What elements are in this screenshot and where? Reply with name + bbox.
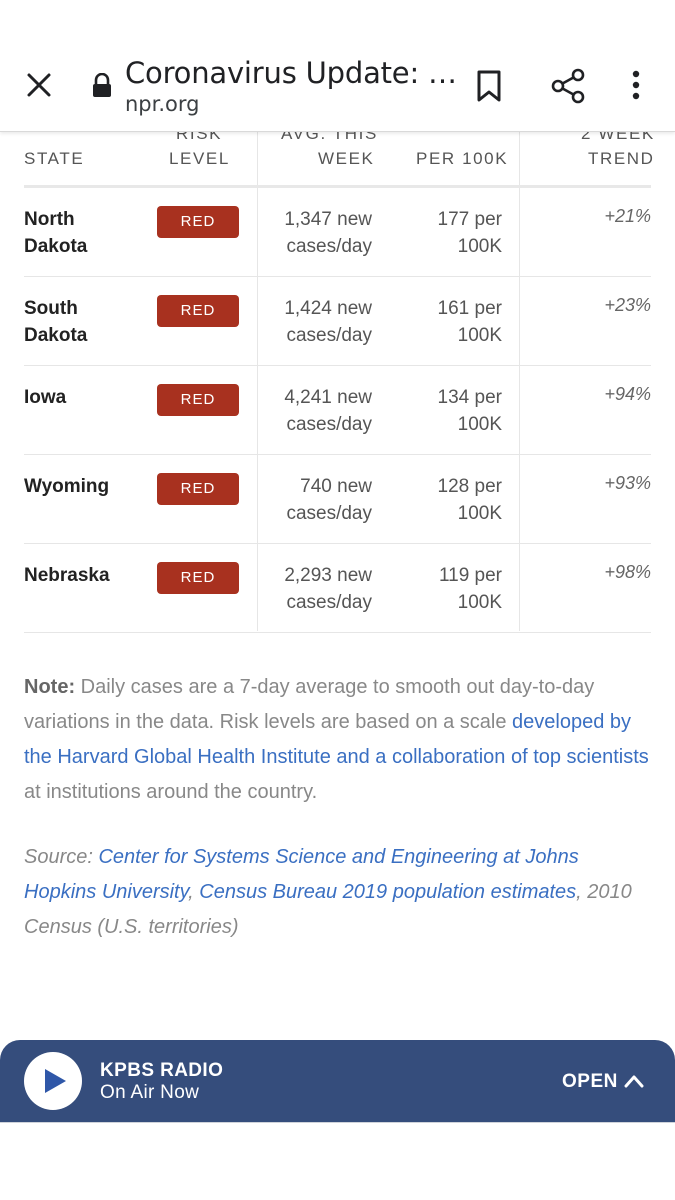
state-name: South Dakota bbox=[24, 298, 88, 346]
bookmark-button[interactable] bbox=[472, 66, 506, 106]
source-label: Source: bbox=[24, 846, 99, 868]
state-name: North Dakota bbox=[24, 209, 88, 257]
more-options-button[interactable] bbox=[624, 66, 648, 106]
radio-player-bar[interactable]: KPBS RADIO On Air Now OPEN bbox=[0, 1040, 675, 1122]
census-link[interactable]: Census Bureau 2019 population estimates bbox=[199, 881, 577, 903]
table-row: Iowa RED 4,241 new cases/day 134 per 100K … bbox=[24, 366, 651, 455]
header-per: PER 100K bbox=[416, 149, 509, 168]
browser-toolbar: Coronavirus Update: … npr.org bbox=[0, 0, 675, 132]
state-name: Iowa bbox=[24, 387, 67, 408]
state-name: Wyoming bbox=[24, 476, 110, 497]
risk-badge: RED bbox=[157, 206, 239, 238]
cases-value: 4,241 new cases/day bbox=[284, 387, 372, 435]
more-vert-icon bbox=[632, 70, 640, 100]
station-name: KPBS RADIO bbox=[100, 1060, 224, 1081]
table-row: South Dakota RED 1,424 new cases/day 161 p… bbox=[24, 277, 651, 366]
note-text-end: at institutions around the country. bbox=[24, 781, 318, 803]
harvard-link[interactable]: developed by the Harvard Global Health I… bbox=[24, 711, 649, 768]
chevron-up-icon bbox=[624, 1075, 644, 1088]
header-avg: WEEK bbox=[318, 149, 375, 168]
bottom-divider bbox=[0, 1122, 675, 1123]
table-row: North Dakota RED 1,347 new cases/day 177 p… bbox=[24, 188, 651, 277]
on-air-status: On Air Now bbox=[100, 1082, 200, 1103]
open-label: OPEN bbox=[562, 1071, 618, 1092]
column-divider bbox=[519, 131, 520, 631]
lock-icon bbox=[91, 72, 113, 99]
page-url[interactable]: npr.org bbox=[125, 92, 200, 116]
note-label: Note: bbox=[24, 676, 76, 698]
cases-value: 2,293 new cases/day bbox=[284, 565, 372, 613]
trend-value: +21% bbox=[604, 206, 651, 226]
cases-value: 1,347 new cases/day bbox=[284, 209, 372, 257]
source-paragraph: Source: Center for Systems Science and E… bbox=[24, 840, 654, 945]
risk-badge: RED bbox=[157, 562, 239, 594]
close-button[interactable] bbox=[22, 68, 56, 102]
cases-value: 740 new cases/day bbox=[286, 476, 372, 524]
header-risk: LEVEL bbox=[169, 149, 230, 168]
source-text-end: , 2010 Census (U.S. territories) bbox=[24, 881, 632, 938]
per-100k-value: 161 per 100K bbox=[437, 298, 502, 346]
csse-link[interactable]: Center for Systems Science and Engineeri… bbox=[24, 846, 579, 903]
note-text: Daily cases are a 7-day average to smoot… bbox=[24, 676, 595, 733]
source-separator: , bbox=[188, 881, 200, 903]
trend-value: +94% bbox=[604, 384, 651, 404]
per-100k-value: 177 per 100K bbox=[437, 209, 502, 257]
play-button[interactable] bbox=[24, 1052, 82, 1110]
play-icon bbox=[45, 1069, 66, 1093]
header-state: STATE bbox=[24, 149, 85, 168]
cases-value: 1,424 new cases/day bbox=[284, 298, 372, 346]
per-100k-value: 119 per 100K bbox=[438, 565, 502, 613]
open-player-button[interactable]: OPEN bbox=[562, 1071, 644, 1093]
page-title[interactable]: Coronavirus Update: … bbox=[125, 56, 457, 90]
state-name: Nebraska bbox=[24, 565, 110, 586]
trend-value: +98% bbox=[604, 562, 651, 582]
header-divider bbox=[24, 185, 651, 188]
share-button[interactable] bbox=[548, 66, 588, 106]
bookmark-icon bbox=[477, 70, 501, 102]
per-100k-value: 134 per 100K bbox=[437, 387, 502, 435]
trend-value: +93% bbox=[604, 473, 651, 493]
table-row: Wyoming RED 740 new cases/day 128 per 100K… bbox=[24, 455, 651, 544]
note-paragraph: Note: Daily cases are a 7-day average to… bbox=[24, 670, 654, 810]
close-icon bbox=[27, 73, 51, 97]
share-icon bbox=[551, 68, 585, 104]
table-row: Nebraska RED 2,293 new cases/day 119 per 1… bbox=[24, 544, 651, 633]
risk-badge: RED bbox=[157, 384, 239, 416]
trend-value: +23% bbox=[604, 295, 651, 315]
header-trend: TREND bbox=[588, 149, 655, 168]
per-100k-value: 128 per 100K bbox=[437, 476, 502, 524]
risk-badge: RED bbox=[157, 295, 239, 327]
column-divider bbox=[257, 131, 258, 631]
risk-badge: RED bbox=[157, 473, 239, 505]
